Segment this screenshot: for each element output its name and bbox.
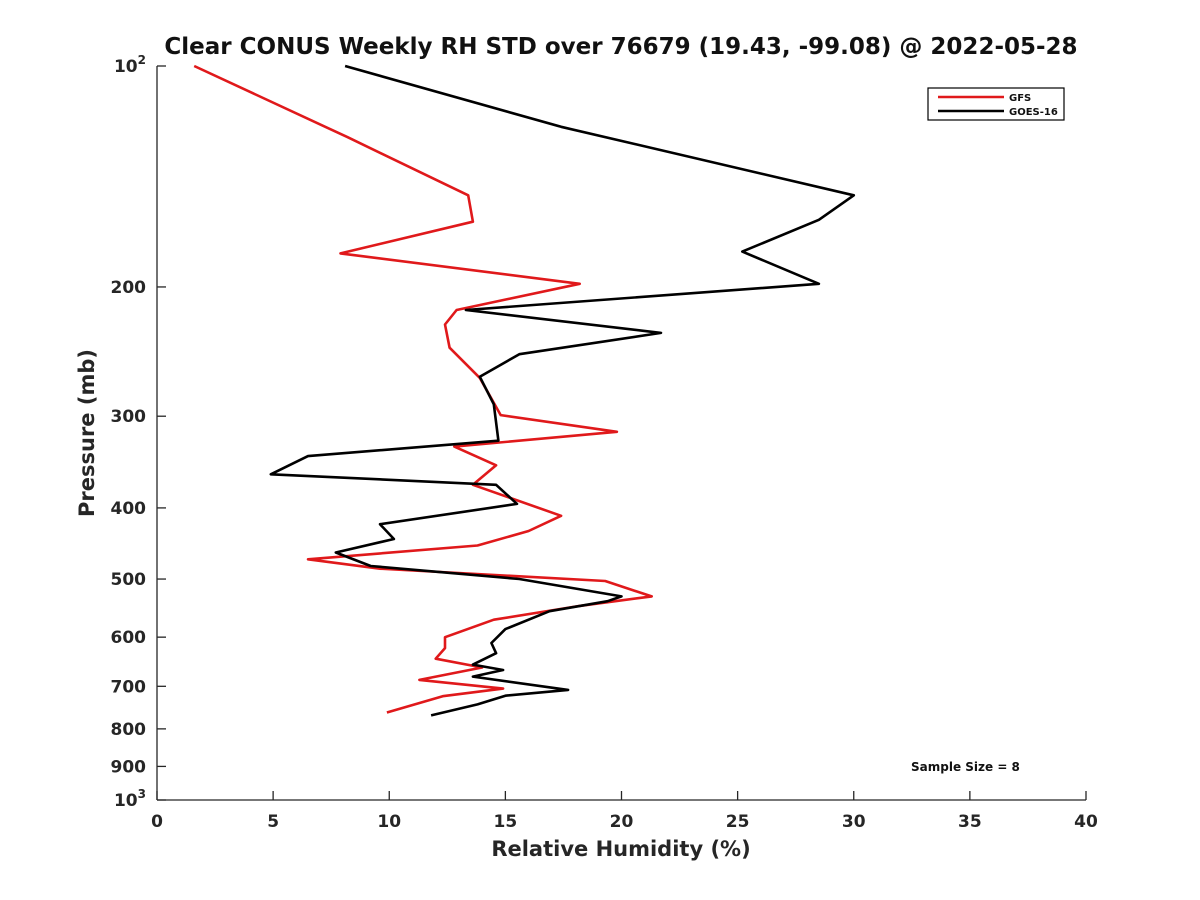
series-layer — [193, 64, 856, 717]
y-tick-label: 200 — [111, 278, 147, 298]
sample-size-annotation: Sample Size = 8 — [911, 760, 1020, 774]
x-tick-label: 10 — [377, 812, 401, 832]
y-tick-label: 300 — [111, 407, 147, 427]
x-tick-label: 15 — [494, 812, 518, 832]
x-tick-label: 30 — [842, 812, 866, 832]
plot-axes: 0 5 10 15 20 25 30 35 40 102 200 300 400 500 600 700 800… — [111, 53, 1098, 832]
legend-box — [927, 87, 1065, 121]
y-tick-label: 700 — [111, 677, 147, 697]
x-tick-label: 5 — [267, 812, 279, 832]
series-line-goes-16 — [269, 64, 856, 717]
legend-label-goes-16: GOES-16 — [1009, 107, 1058, 118]
x-tick-label: 35 — [958, 812, 982, 832]
y-tick-label: 400 — [111, 499, 147, 519]
legend-label-gfs: GFS — [1009, 93, 1031, 104]
y-tick-label: 102 — [114, 53, 146, 77]
y-tick-label: 500 — [111, 570, 147, 590]
x-tick-label: 20 — [610, 812, 634, 832]
x-tick-label: 40 — [1074, 812, 1098, 832]
y-tick-label: 800 — [111, 720, 147, 740]
chart-title: Clear CONUS Weekly RH STD over 76679 (19… — [164, 34, 1077, 60]
y-tick-label: 600 — [111, 628, 147, 648]
x-tick-label: 25 — [726, 812, 750, 832]
x-axis-label: Relative Humidity (%) — [491, 837, 750, 861]
y-axis-label: Pressure (mb) — [75, 349, 99, 517]
series-line-gfs — [193, 64, 654, 714]
legend: GFS GOES-16 — [927, 87, 1065, 121]
y-tick-label: 103 — [114, 787, 146, 811]
x-tick-label: 0 — [151, 812, 163, 832]
y-tick-label: 900 — [111, 757, 147, 777]
